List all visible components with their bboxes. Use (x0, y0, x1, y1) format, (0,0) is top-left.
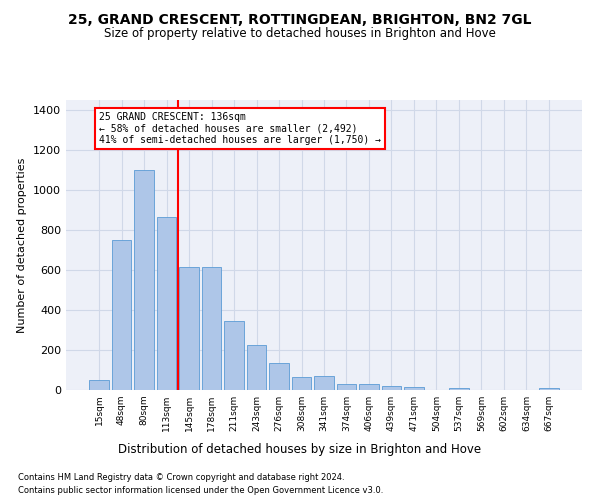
Bar (449, 388, 469, 390)
Bar (359, 384, 379, 390)
Bar (112, 240, 131, 390)
Bar (179, 267, 199, 390)
Bar (404, 387, 424, 390)
Bar (314, 376, 334, 390)
Bar (134, 170, 154, 390)
Text: 25 GRAND CRESCENT: 136sqm
← 58% of detached houses are smaller (2,492)
41% of se: 25 GRAND CRESCENT: 136sqm ← 58% of detac… (99, 112, 381, 145)
Text: Size of property relative to detached houses in Brighton and Hove: Size of property relative to detached ho… (104, 28, 496, 40)
Bar (539, 388, 559, 390)
Bar (247, 345, 266, 390)
Bar (202, 267, 221, 390)
Text: Contains public sector information licensed under the Open Government Licence v3: Contains public sector information licen… (18, 486, 383, 495)
Bar (89, 380, 109, 390)
Text: 25, GRAND CRESCENT, ROTTINGDEAN, BRIGHTON, BN2 7GL: 25, GRAND CRESCENT, ROTTINGDEAN, BRIGHTO… (68, 12, 532, 26)
Text: Distribution of detached houses by size in Brighton and Hove: Distribution of detached houses by size … (118, 442, 482, 456)
Bar (269, 363, 289, 390)
Bar (382, 386, 401, 390)
Bar (337, 384, 356, 390)
Y-axis label: Number of detached properties: Number of detached properties (17, 158, 28, 332)
Bar (224, 321, 244, 390)
Text: Contains HM Land Registry data © Crown copyright and database right 2024.: Contains HM Land Registry data © Crown c… (18, 472, 344, 482)
Bar (157, 217, 176, 390)
Bar (292, 377, 311, 390)
